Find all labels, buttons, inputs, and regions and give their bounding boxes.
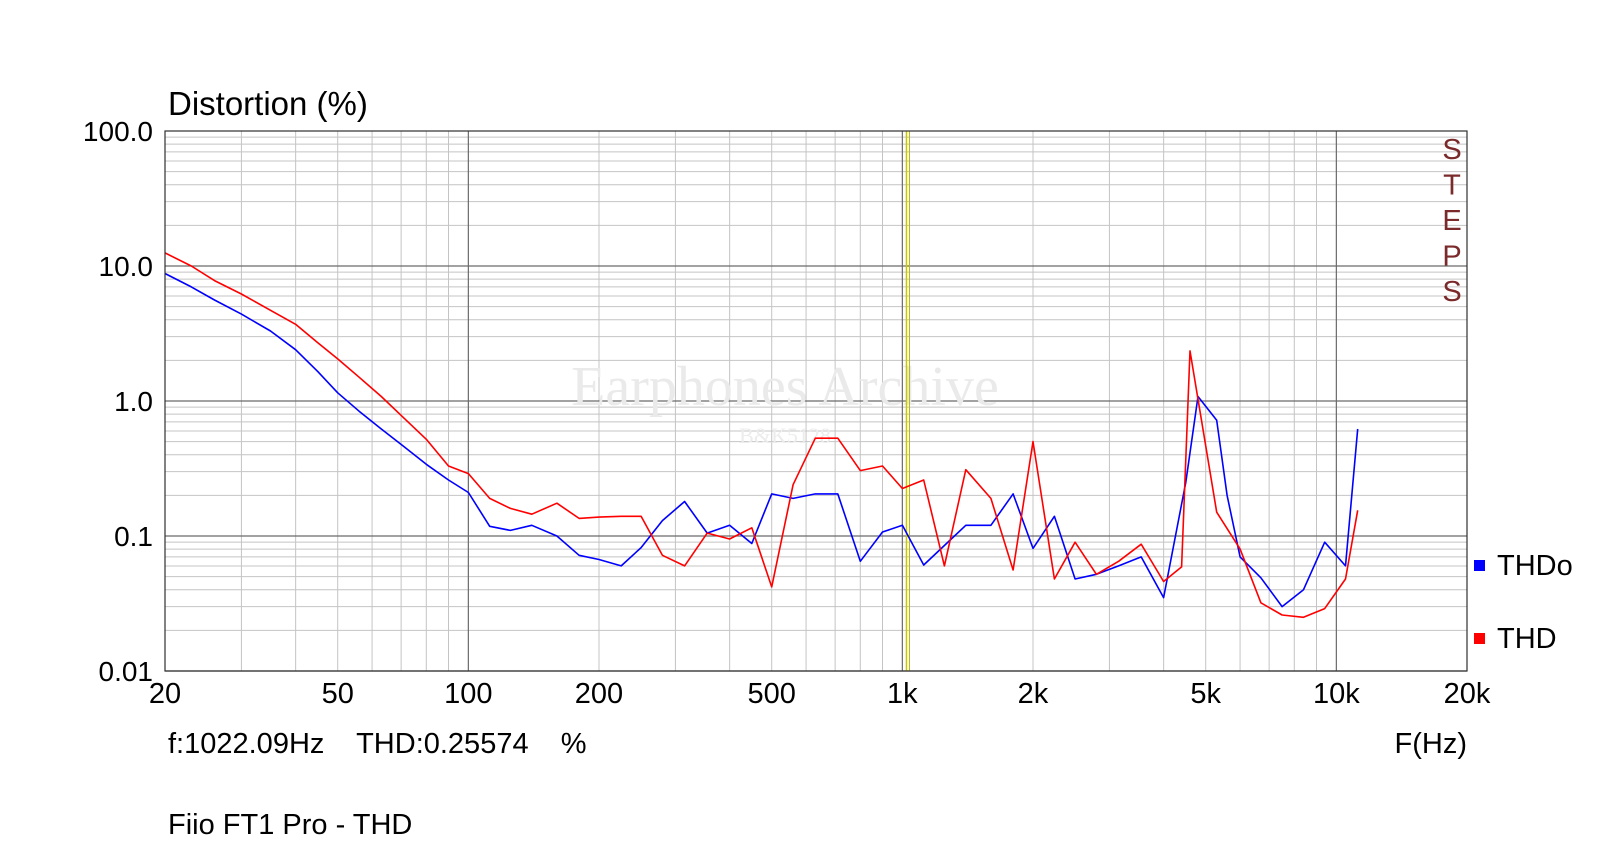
series-line-thdo — [164, 272, 1359, 608]
x-axis-label: F(Hz) — [1395, 728, 1467, 760]
y-tick-labels: 100.0 10.0 1.0 0.1 0.01 — [83, 116, 153, 687]
chart-footer: Fiio FT1 Pro - THD — [168, 809, 412, 841]
watermark-subtext: B&K5128 — [739, 423, 831, 448]
legend-label-thdo: THDo — [1497, 550, 1573, 582]
cursor-readout: f:1022.09Hz THD:0.25574 % — [168, 728, 587, 760]
legend: THDo THD — [1474, 550, 1573, 655]
side-label-letter: P — [1442, 241, 1461, 273]
watermark: Earphones Archive B&K5128 — [571, 356, 999, 448]
x-tick-label: 100 — [444, 678, 492, 710]
x-tick-label: 2k — [1018, 678, 1049, 710]
y-tick-label: 0.01 — [99, 656, 154, 687]
x-tick-labels: 20 50 100 200 500 1k 2k 5k 10k 20k — [149, 678, 1491, 710]
x-tick-label: 20 — [149, 678, 181, 710]
x-tick-label: 1k — [887, 678, 918, 710]
side-label-letter: T — [1443, 170, 1461, 202]
chart-title: Distortion (%) — [168, 85, 368, 122]
series-line-thd — [164, 252, 1359, 619]
side-label-letter: E — [1442, 205, 1461, 237]
side-label-letter: S — [1442, 134, 1461, 166]
series-layer — [164, 252, 1359, 619]
legend-swatch-thd — [1474, 633, 1485, 644]
x-tick-label: 50 — [322, 678, 354, 710]
cursor-layer — [905, 131, 910, 671]
legend-label-thd: THD — [1497, 623, 1557, 655]
y-tick-label: 1.0 — [114, 386, 153, 417]
plot-frame — [164, 130, 1468, 672]
x-tick-label: 500 — [748, 678, 796, 710]
x-tick-label: 200 — [575, 678, 623, 710]
x-tick-label: 10k — [1313, 678, 1360, 710]
x-tick-label: 20k — [1444, 678, 1491, 710]
y-tick-label: 10.0 — [99, 251, 154, 282]
x-tick-label: 5k — [1190, 678, 1221, 710]
y-tick-label: 0.1 — [114, 521, 153, 552]
side-label-letter: S — [1442, 276, 1461, 308]
watermark-text: Earphones Archive — [571, 356, 999, 418]
y-tick-label: 100.0 — [83, 116, 153, 147]
legend-swatch-thdo — [1474, 560, 1485, 571]
